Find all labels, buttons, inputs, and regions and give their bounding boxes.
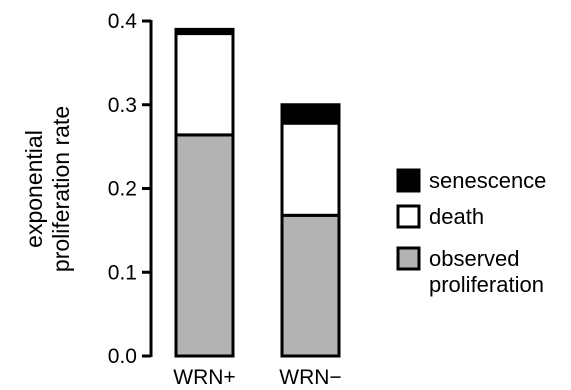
legend-label: senescence (429, 168, 546, 193)
y-axis-title: exponentialproliferation rate (21, 106, 74, 272)
bar-wrn-minus (280, 103, 341, 358)
bar-segment-senescence (174, 27, 235, 36)
y-axis-title-text: exponentialproliferation rate (21, 106, 74, 272)
legend-label: death (429, 204, 484, 229)
legend-item-senescence: senescence (396, 168, 546, 193)
y-tick-label: 0.1 (108, 261, 137, 284)
legend-swatch (396, 204, 421, 229)
bar-segment-death (174, 32, 235, 137)
legend-item-observed-proliferation: observed proliferation (396, 246, 544, 297)
bar-segment-observed-proliferation (280, 213, 341, 358)
bar-segment-observed-proliferation (174, 133, 235, 358)
y-tick-label: 0.2 (108, 178, 137, 201)
x-tick-label: WRN+ (173, 366, 235, 389)
bar-wrn-plus (174, 27, 235, 358)
legend-label: observed proliferation (429, 246, 544, 297)
bar-segment-senescence (280, 103, 341, 125)
bars (174, 27, 341, 358)
x-axis-labels: WRN+ WRN− (173, 366, 341, 389)
bar-segment-death (280, 121, 341, 217)
legend-item-death: death (396, 204, 484, 229)
legend-swatch (396, 168, 421, 193)
legend-swatch (396, 246, 421, 271)
y-tick-label: 0.3 (108, 94, 137, 117)
legend: senescence death observed proliferation (396, 168, 546, 297)
y-tick-label: 0.0 (108, 345, 137, 368)
y-tick-label: 0.4 (108, 10, 138, 33)
y-axis: 0.0 0.1 0.2 0.3 0.4 (108, 10, 153, 368)
x-tick-label: WRN− (279, 366, 341, 389)
